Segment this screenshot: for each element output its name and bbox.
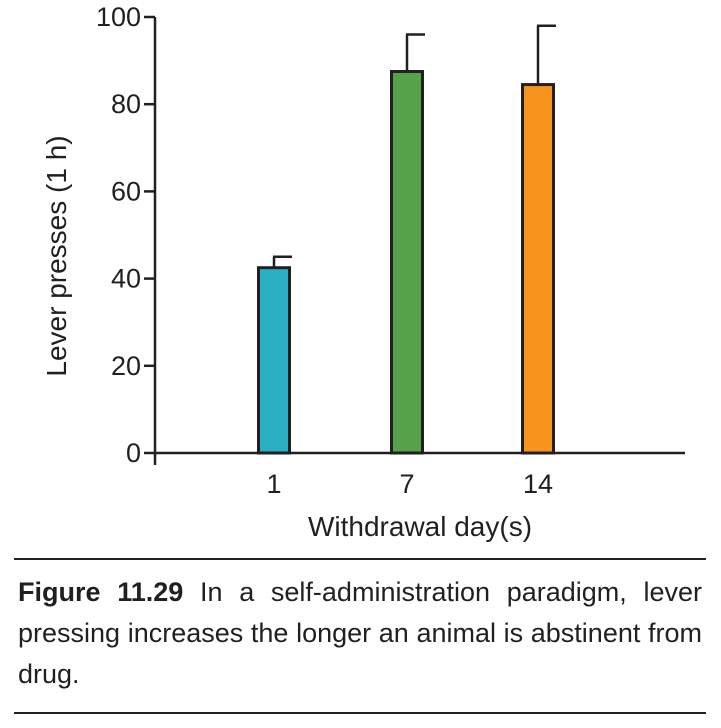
y-tick-label: 100 <box>96 2 141 32</box>
bar-day-1 <box>257 266 291 455</box>
error-bar-day-1 <box>272 255 292 268</box>
caption-top-rule <box>14 558 706 560</box>
y-tick-label: 40 <box>111 264 141 294</box>
y-tick-label: 80 <box>111 89 141 119</box>
figure-caption: Figure 11.29 In a self-administration pa… <box>18 572 702 695</box>
y-tick-label: 60 <box>111 176 141 206</box>
bar-day-14 <box>521 83 555 455</box>
x-tick-label: 1 <box>266 469 281 499</box>
y-axis-ticks: 0 20 40 60 80 100 <box>96 2 155 468</box>
x-axis-tick-labels: 1 7 14 <box>266 469 553 499</box>
error-bars <box>272 24 556 268</box>
figure-label: Figure 11.29 <box>18 577 184 607</box>
error-bar-day-14 <box>536 24 556 85</box>
y-tick-label: 0 <box>126 438 141 468</box>
y-axis-title: Lever presses (1 h) <box>41 135 72 376</box>
y-tick-label: 20 <box>111 351 141 381</box>
error-bar-day-7 <box>405 33 425 72</box>
caption-bottom-rule <box>14 712 706 714</box>
bars <box>257 70 555 455</box>
caption-text: In a self-administration paradigm, lever… <box>18 577 702 689</box>
x-axis-title: Withdrawal day(s) <box>308 511 532 542</box>
x-tick-label: 14 <box>523 469 553 499</box>
bar-day-7 <box>390 70 424 455</box>
x-tick-label: 7 <box>399 469 414 499</box>
